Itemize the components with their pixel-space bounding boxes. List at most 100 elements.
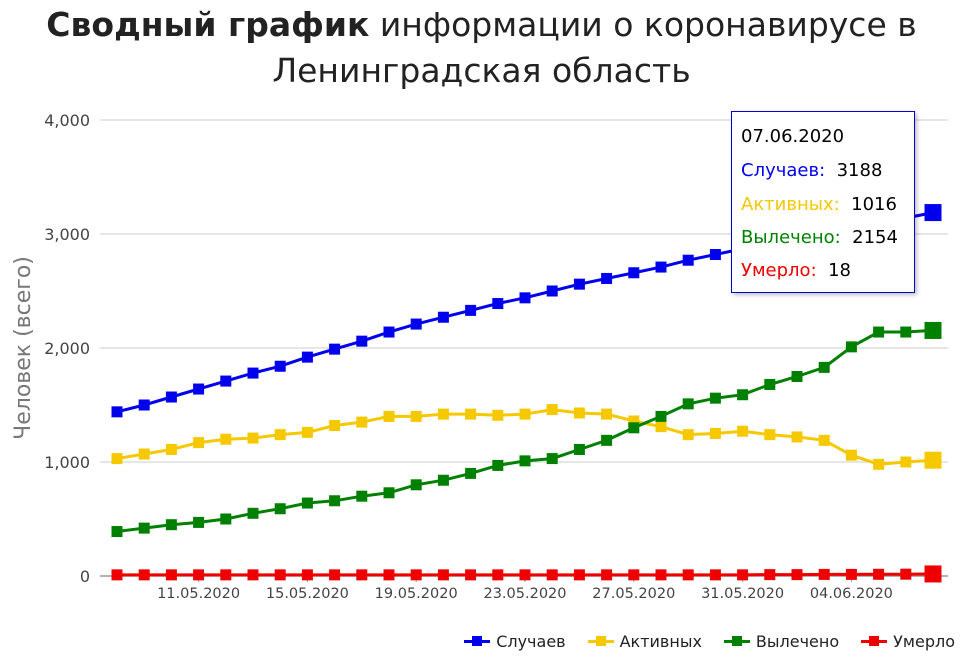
data-point[interactable]: [924, 451, 942, 469]
data-point[interactable]: [356, 335, 368, 347]
data-point[interactable]: [655, 261, 667, 273]
data-point[interactable]: [682, 254, 694, 266]
data-point[interactable]: [573, 407, 585, 419]
data-point[interactable]: [519, 569, 531, 581]
data-point[interactable]: [437, 474, 449, 486]
data-point[interactable]: [546, 453, 558, 465]
data-point[interactable]: [301, 497, 313, 509]
data-point[interactable]: [111, 569, 123, 581]
data-point[interactable]: [465, 408, 477, 420]
data-point[interactable]: [573, 569, 585, 581]
data-point[interactable]: [138, 522, 150, 534]
data-point[interactable]: [437, 408, 449, 420]
data-point[interactable]: [519, 408, 531, 420]
data-point[interactable]: [383, 326, 395, 338]
data-point[interactable]: [437, 569, 449, 581]
data-point[interactable]: [818, 361, 830, 373]
data-point[interactable]: [601, 408, 613, 420]
data-point[interactable]: [465, 467, 477, 479]
data-point[interactable]: [383, 487, 395, 499]
data-point[interactable]: [900, 456, 912, 468]
data-point[interactable]: [220, 433, 232, 445]
data-point[interactable]: [329, 495, 341, 507]
data-point[interactable]: [111, 526, 123, 538]
data-point[interactable]: [924, 204, 942, 222]
data-point[interactable]: [628, 267, 640, 279]
legend-item-active[interactable]: Активных: [587, 632, 702, 651]
data-point[interactable]: [601, 272, 613, 284]
data-point[interactable]: [628, 569, 640, 581]
data-point[interactable]: [655, 421, 667, 433]
data-point[interactable]: [465, 569, 477, 581]
data-point[interactable]: [356, 416, 368, 428]
data-point[interactable]: [764, 429, 776, 441]
data-point[interactable]: [492, 298, 504, 310]
data-point[interactable]: [301, 426, 313, 438]
data-point[interactable]: [791, 371, 803, 382]
data-point[interactable]: [709, 392, 721, 404]
legend-item-deaths[interactable]: Умерло: [861, 632, 955, 651]
data-point[interactable]: [655, 410, 667, 422]
data-point[interactable]: [791, 431, 803, 443]
data-point[interactable]: [274, 360, 286, 372]
data-point[interactable]: [924, 565, 942, 583]
data-point[interactable]: [737, 425, 749, 437]
data-point[interactable]: [873, 326, 885, 338]
data-point[interactable]: [165, 569, 177, 581]
data-point[interactable]: [301, 351, 313, 363]
data-point[interactable]: [924, 321, 942, 339]
data-point[interactable]: [138, 569, 150, 581]
data-point[interactable]: [165, 443, 177, 455]
data-point[interactable]: [138, 399, 150, 411]
data-point[interactable]: [220, 569, 232, 581]
data-point[interactable]: [410, 479, 422, 491]
data-point[interactable]: [709, 249, 721, 261]
data-point[interactable]: [519, 292, 531, 304]
data-point[interactable]: [682, 429, 694, 441]
data-point[interactable]: [546, 569, 558, 581]
data-point[interactable]: [573, 278, 585, 290]
data-point[interactable]: [410, 410, 422, 422]
data-point[interactable]: [383, 569, 395, 581]
data-point[interactable]: [573, 443, 585, 455]
data-point[interactable]: [655, 569, 667, 581]
data-point[interactable]: [220, 513, 232, 525]
legend-item-recovered[interactable]: Вылечено: [723, 632, 839, 651]
data-point[interactable]: [383, 410, 395, 422]
data-point[interactable]: [329, 569, 341, 581]
data-point[interactable]: [900, 326, 912, 338]
data-point[interactable]: [274, 429, 286, 441]
data-point[interactable]: [737, 569, 749, 581]
data-point[interactable]: [628, 422, 640, 434]
series-3[interactable]: [111, 565, 942, 583]
data-point[interactable]: [546, 285, 558, 297]
data-point[interactable]: [356, 569, 368, 581]
data-point[interactable]: [193, 437, 205, 449]
data-point[interactable]: [274, 569, 286, 581]
series-1[interactable]: [111, 404, 942, 470]
legend-item-cases[interactable]: Случаев: [464, 632, 566, 651]
data-point[interactable]: [111, 406, 123, 418]
data-point[interactable]: [737, 389, 749, 401]
data-point[interactable]: [492, 569, 504, 581]
data-point[interactable]: [247, 432, 259, 444]
data-point[interactable]: [437, 311, 449, 323]
data-point[interactable]: [601, 434, 613, 446]
data-point[interactable]: [329, 420, 341, 432]
data-point[interactable]: [492, 409, 504, 421]
data-point[interactable]: [193, 516, 205, 528]
data-point[interactable]: [764, 569, 776, 581]
data-point[interactable]: [301, 569, 313, 581]
data-point[interactable]: [601, 569, 613, 581]
data-point[interactable]: [546, 404, 558, 416]
data-point[interactable]: [709, 428, 721, 439]
data-point[interactable]: [682, 569, 694, 581]
data-point[interactable]: [329, 343, 341, 355]
data-point[interactable]: [247, 367, 259, 379]
data-point[interactable]: [465, 304, 477, 316]
data-point[interactable]: [873, 458, 885, 470]
data-point[interactable]: [519, 455, 531, 467]
data-point[interactable]: [900, 568, 912, 580]
data-point[interactable]: [165, 519, 177, 531]
data-point[interactable]: [492, 459, 504, 471]
